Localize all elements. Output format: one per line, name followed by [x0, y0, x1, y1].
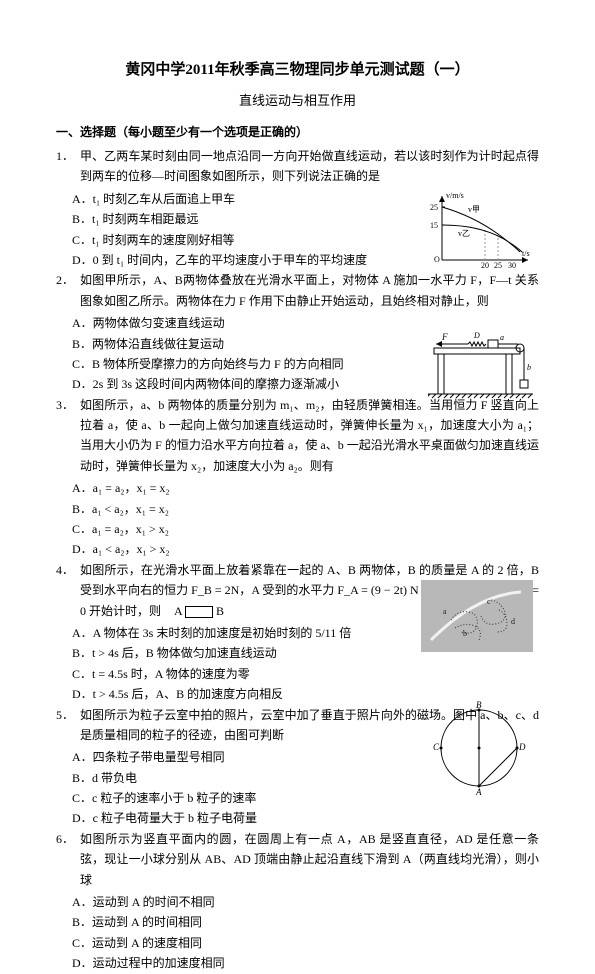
- q3-options: A．a₁ = a₂，x₁ = x₂ B．a₁ < a₂，x₁ = x₂ C．a₁…: [56, 478, 539, 560]
- q5-options: A．四条粒子带电量型号相同 B．d 带负电 C．c 粒子的速率小于 b 粒子的速…: [56, 747, 396, 829]
- xt3: 30: [508, 261, 516, 270]
- q2-opt-d: D．2s 到 3s 这段时间内两物体间的摩擦力逐渐减小: [72, 374, 404, 394]
- q5-opt-b: B．d 带负电: [72, 768, 396, 788]
- q6-opt-c: C．运动到 A 的速度相同: [72, 933, 396, 953]
- question-2: 2． 如图甲所示，A、B两物体叠放在光滑水平面上，对物体 A 施加一水平力 F，…: [56, 270, 539, 311]
- q1-num: 1．: [56, 146, 74, 166]
- q4-num: 4．: [56, 560, 74, 580]
- q2-num: 2．: [56, 270, 74, 290]
- figure-circle: B C D A: [431, 700, 527, 796]
- page-title: 黄冈中学2011年秋季高三物理同步单元测试题（一）: [56, 58, 539, 84]
- bl-a: a: [443, 607, 447, 616]
- box-icon: [185, 606, 213, 618]
- q3-opt-d: D．a₁ < a₂，x₁ > x₂: [72, 539, 539, 559]
- ylabel: v/m/s: [446, 191, 464, 200]
- q2-opt-b: B．两物体沿直线做往复运动: [72, 334, 404, 354]
- q1-stem: 甲、乙两车某时刻由同一地点沿同一方向开始做直线运动，若以该时刻作为计时起点得到两…: [80, 146, 539, 187]
- bl-c: c: [487, 597, 491, 606]
- q3-opt-b: B．a₁ < a₂，x₁ = x₂: [72, 499, 539, 519]
- figure-bubble-chamber: a b c d: [421, 580, 533, 652]
- q1-opt-b: B．t₁ 时刻两车相距最远: [72, 209, 404, 229]
- q5-opt-c: C．c 粒子的速率小于 b 粒子的速率: [72, 788, 396, 808]
- q3-stem: 如图所示，a、b 两物体的质量分别为 m₁、m₂，由轻质弹簧相连。当用恒力 F …: [80, 395, 539, 477]
- cD: D: [518, 742, 526, 752]
- q4-opt-c: C．t = 4.5s 时，A 物体的速度为零: [72, 664, 539, 684]
- lD: D: [473, 331, 480, 340]
- page-subtitle: 直线运动与相互作用: [56, 90, 539, 112]
- curve2: v乙: [458, 229, 470, 238]
- q6-opt-d: D．运动过程中的加速度相同: [72, 953, 396, 973]
- bl-b: b: [463, 629, 467, 638]
- cA: A: [475, 787, 482, 796]
- section-heading: 一、选择题（每小题至少有一个选项是正确的）: [56, 122, 539, 142]
- q3-num: 3．: [56, 395, 74, 415]
- q3-opt-a: A．a₁ = a₂，x₁ = x₂: [72, 478, 539, 498]
- q6-options: A．运动到 A 的时间不相同 B．运动到 A 的时间相同 C．运动到 A 的速度…: [56, 892, 396, 974]
- q6-opt-a: A．运动到 A 的时间不相同: [72, 892, 396, 912]
- question-6: 6． 如图所示为竖直平面内的圆，在圆周上有一点 A，AB 是竖直直径，AD 是任…: [56, 829, 539, 890]
- bl-d: d: [511, 617, 515, 626]
- figure-pulley: F D a b: [428, 330, 533, 402]
- yt1: 25: [430, 203, 438, 212]
- yt2: 15: [430, 221, 438, 230]
- origin: O: [434, 255, 440, 264]
- xt1: 20: [481, 261, 489, 270]
- q2-opt-c: C．B 物体所受摩擦力的方向始终与力 F 的方向相同: [72, 354, 404, 374]
- xlabel: t/s: [522, 249, 530, 258]
- q5-opt-a: A．四条粒子带电量型号相同: [72, 747, 396, 767]
- lFP: F: [441, 332, 448, 342]
- q1-options: A．t₁ 时刻乙车从后面追上甲车 B．t₁ 时刻两车相距最远 C．t₁ 时刻两车…: [56, 189, 404, 271]
- xt2: 25: [494, 261, 502, 270]
- q1-opt-c: C．t₁ 时刻两车的速度刚好相等: [72, 230, 404, 250]
- q6-num: 6．: [56, 829, 74, 849]
- q2-opt-a: A．两物体做匀变速直线运动: [72, 313, 404, 333]
- la: a: [500, 333, 504, 342]
- q6-stem: 如图所示为竖直平面内的圆，在圆周上有一点 A，AB 是竖直直径，AD 是任意一条…: [80, 829, 539, 890]
- cC: C: [433, 742, 440, 752]
- q2-stem: 如图甲所示，A、B两物体叠放在光滑水平面上，对物体 A 施加一水平力 F，F—t…: [80, 270, 539, 311]
- question-1: 1． 甲、乙两车某时刻由同一地点沿同一方向开始做直线运动，若以该时刻作为计时起点…: [56, 146, 539, 187]
- curve1: v甲: [468, 205, 480, 214]
- q1-opt-d: D．0 到 t₁ 时间内，乙车的平均速度小于甲车的平均速度: [72, 250, 404, 270]
- q2-options: A．两物体做匀变速直线运动 B．两物体沿直线做往复运动 C．B 物体所受摩擦力的…: [56, 313, 404, 395]
- cB: B: [476, 700, 482, 710]
- q5-num: 5．: [56, 705, 74, 725]
- q3-opt-c: C．a₁ = a₂，x₁ > x₂: [72, 519, 539, 539]
- q6-opt-b: B．运动到 A 的时间相同: [72, 912, 396, 932]
- q1-opt-a: A．t₁ 时刻乙车从后面追上甲车: [72, 189, 404, 209]
- lb: b: [527, 363, 531, 372]
- question-3: 3． 如图所示，a、b 两物体的质量分别为 m₁、m₂，由轻质弹簧相连。当用恒力…: [56, 395, 539, 477]
- q5-opt-d: D．c 粒子电荷量大于 b 粒子电荷量: [72, 808, 396, 828]
- figure-v-t-graph: v/m/s t/s 25 15 20 25 30 v甲 v乙 O: [428, 190, 533, 270]
